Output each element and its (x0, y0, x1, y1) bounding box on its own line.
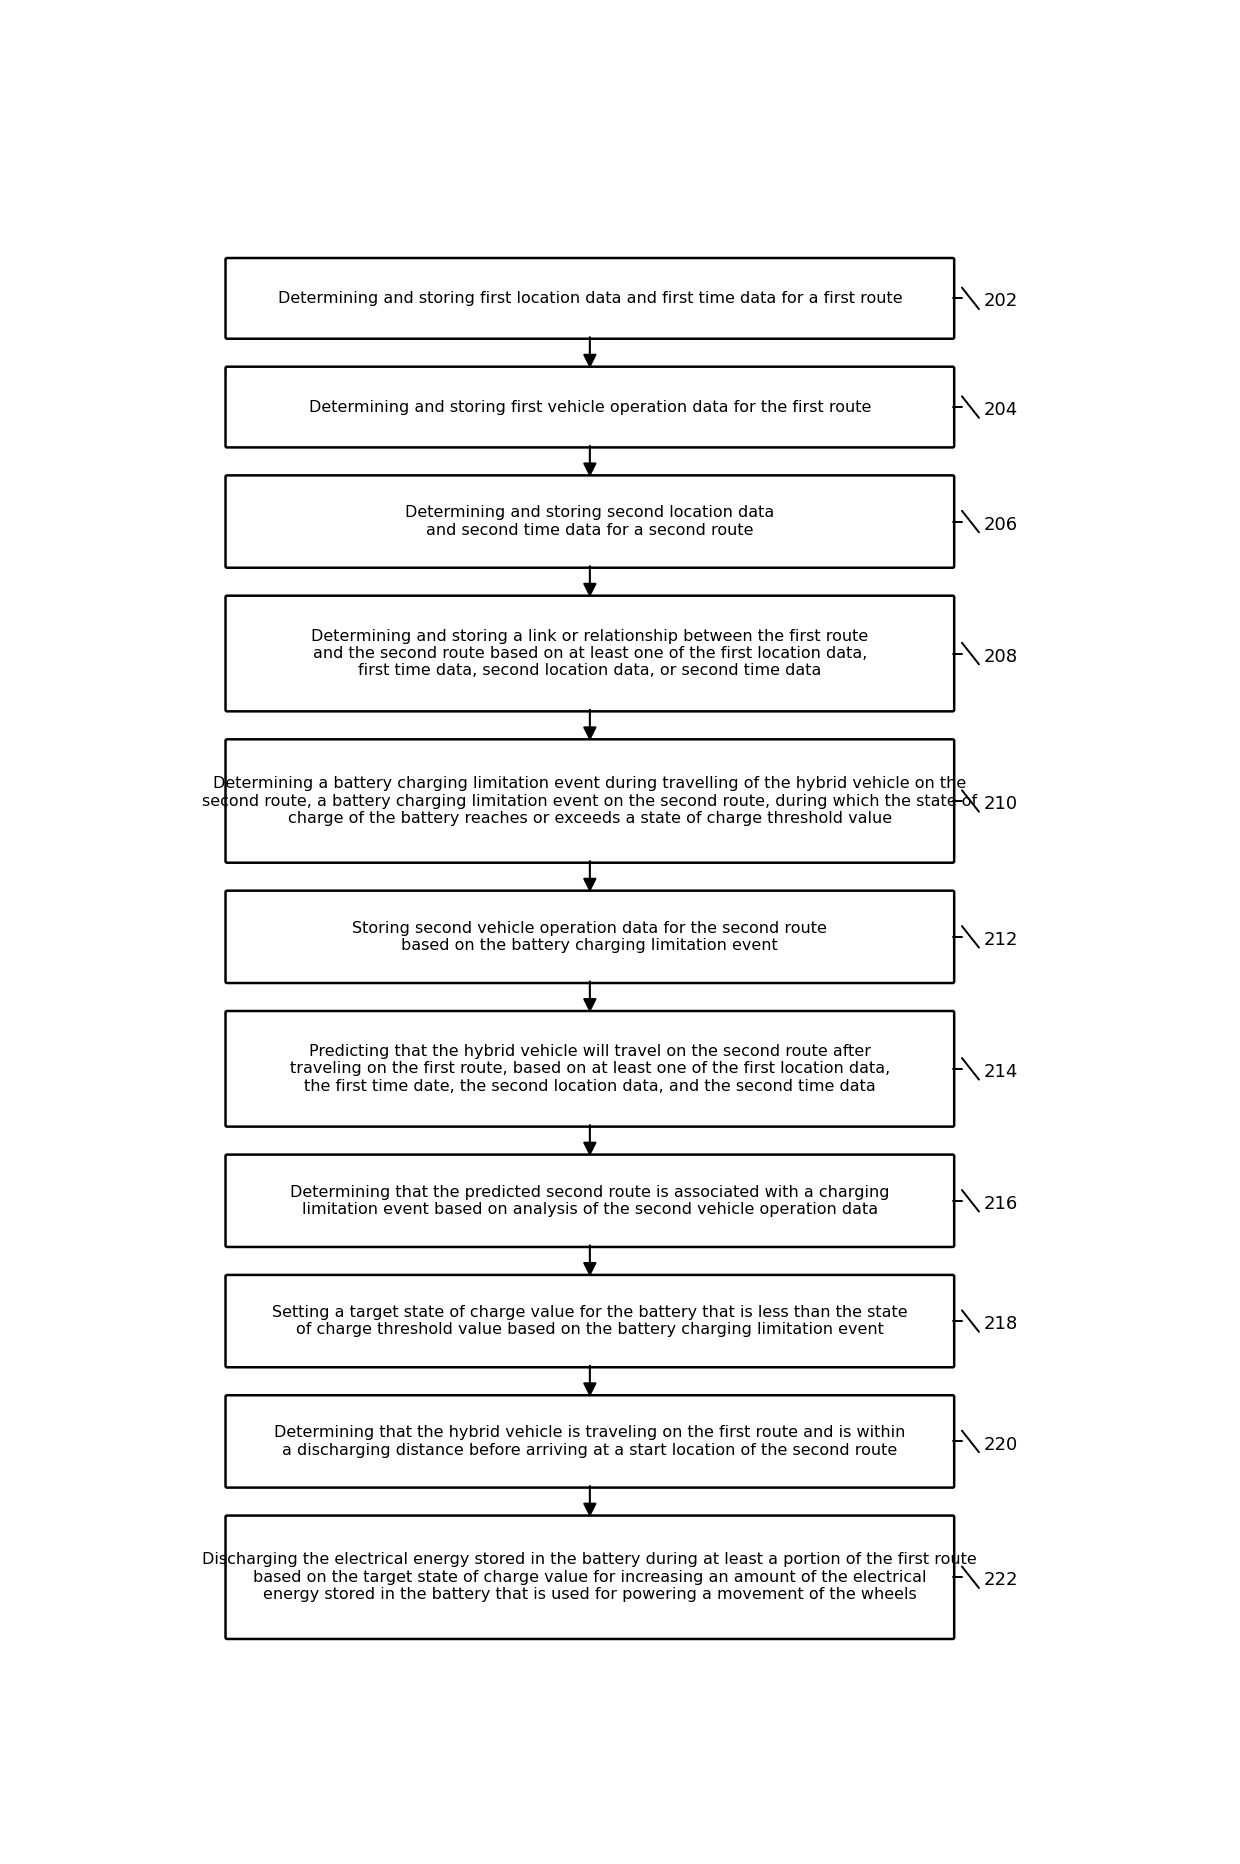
Text: Determining and storing first vehicle operation data for the first route: Determining and storing first vehicle op… (309, 399, 870, 414)
FancyBboxPatch shape (226, 1396, 955, 1487)
FancyBboxPatch shape (226, 257, 955, 339)
Text: Setting a target state of charge value for the battery that is less than the sta: Setting a target state of charge value f… (272, 1305, 908, 1336)
Text: Determining and storing a link or relationship between the first route
and the s: Determining and storing a link or relati… (311, 628, 868, 678)
Text: 214: 214 (983, 1062, 1018, 1081)
Text: Determining and storing second location data
and second time data for a second r: Determining and storing second location … (405, 505, 775, 537)
Text: Determining that the hybrid vehicle is traveling on the first route and is withi: Determining that the hybrid vehicle is t… (274, 1426, 905, 1458)
Text: Determining that the predicted second route is associated with a charging
limita: Determining that the predicted second ro… (290, 1186, 889, 1217)
Text: 210: 210 (983, 796, 1018, 813)
Text: Determining and storing first location data and first time data for a first rout: Determining and storing first location d… (278, 291, 903, 306)
Text: 212: 212 (983, 930, 1018, 949)
Text: Determining a battery charging limitation event during travelling of the hybrid : Determining a battery charging limitatio… (202, 775, 977, 826)
FancyBboxPatch shape (226, 1515, 955, 1638)
Text: Storing second vehicle operation data for the second route
based on the battery : Storing second vehicle operation data fo… (352, 921, 827, 953)
FancyBboxPatch shape (226, 1010, 955, 1126)
Text: 202: 202 (983, 293, 1018, 311)
Text: 204: 204 (983, 401, 1018, 419)
Text: 222: 222 (983, 1571, 1018, 1590)
Text: 206: 206 (983, 516, 1018, 533)
FancyBboxPatch shape (226, 740, 955, 863)
FancyBboxPatch shape (226, 1154, 955, 1247)
Text: 216: 216 (983, 1195, 1018, 1213)
Text: Predicting that the hybrid vehicle will travel on the second route after
traveli: Predicting that the hybrid vehicle will … (290, 1044, 890, 1094)
FancyBboxPatch shape (226, 596, 955, 712)
FancyBboxPatch shape (226, 475, 955, 569)
FancyBboxPatch shape (226, 1275, 955, 1368)
Text: 220: 220 (983, 1435, 1018, 1454)
Text: 208: 208 (983, 647, 1018, 665)
Text: Discharging the electrical energy stored in the battery during at least a portio: Discharging the electrical energy stored… (202, 1553, 977, 1603)
Text: 218: 218 (983, 1316, 1018, 1333)
FancyBboxPatch shape (226, 367, 955, 447)
FancyBboxPatch shape (226, 891, 955, 982)
